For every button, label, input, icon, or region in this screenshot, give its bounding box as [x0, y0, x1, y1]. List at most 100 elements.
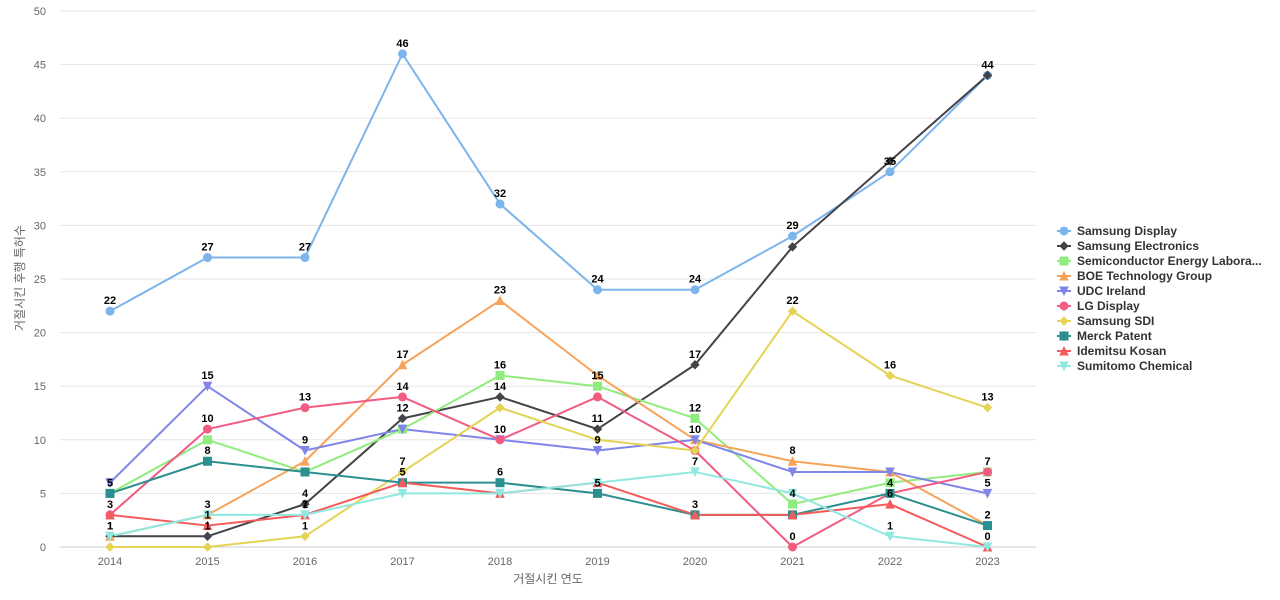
data-label: 1 — [302, 520, 308, 532]
legend-label: Sumitomo Chemical — [1077, 359, 1192, 373]
legend-label: LG Display — [1077, 299, 1140, 313]
data-label: 15 — [591, 370, 603, 382]
legend-label: Samsung Display — [1077, 224, 1177, 238]
point-udc-ireland — [982, 488, 993, 499]
series-lines — [109, 52, 989, 548]
legend-item-udc-ireland[interactable]: UDC Ireland — [1057, 284, 1146, 298]
data-label: 1 — [107, 520, 113, 532]
data-label: 10 — [689, 424, 701, 436]
point-lg-display — [593, 392, 602, 402]
series-line-sumitomo-chemical — [109, 470, 988, 548]
point-samsung-electronics — [300, 499, 310, 509]
legend-item-semiconductor-energy-labora[interactable]: Semiconductor Energy Labora... — [1057, 254, 1262, 268]
point-lg-display — [300, 403, 310, 413]
point-samsung-display — [788, 231, 797, 241]
data-label: 44 — [981, 59, 994, 71]
data-label: 5 — [107, 477, 113, 489]
point-samsung-electronics — [202, 531, 213, 541]
y-tick-label: 35 — [34, 167, 46, 179]
point-samsung-display — [690, 285, 700, 295]
point-samsung-sdi — [592, 435, 603, 445]
point-semiconductor-energy-labora — [788, 499, 797, 509]
y-tick-label: 40 — [34, 113, 46, 125]
legend-item-samsung-electronics[interactable]: Samsung Electronics — [1057, 239, 1199, 253]
legend-item-boe-technology-group[interactable]: BOE Technology Group — [1057, 269, 1212, 283]
point-udc-ireland — [592, 446, 603, 456]
data-label: 2 — [984, 510, 990, 522]
x-tick-label: 2015 — [195, 556, 219, 568]
data-label: 1 — [107, 520, 113, 532]
point-samsung-sdi — [300, 531, 310, 541]
legend-label: Merck Patent — [1077, 329, 1152, 343]
legend-item-samsung-display[interactable]: Samsung Display — [1057, 224, 1177, 238]
legend-label: UDC Ireland — [1077, 284, 1146, 298]
data-label: 22 — [104, 295, 116, 307]
point-idemitsu-kosan — [787, 509, 798, 520]
point-samsung-electronics — [885, 156, 895, 166]
point-samsung-sdi — [885, 370, 895, 381]
point-merck-patent — [203, 456, 212, 466]
data-label: 0 — [789, 531, 795, 543]
point-samsung-sdi — [690, 445, 700, 456]
point-samsung-sdi — [982, 402, 993, 413]
legend-item-samsung-sdi[interactable]: Samsung SDI — [1057, 314, 1154, 328]
point-udc-ireland — [300, 446, 310, 456]
data-label: 16 — [494, 359, 506, 371]
x-axis-title: 거절시킨 연도 — [513, 572, 583, 586]
point-lg-display — [203, 424, 212, 434]
point-udc-ireland — [787, 467, 798, 478]
legend-symbol — [1059, 301, 1069, 311]
point-lg-display — [495, 435, 505, 445]
point-merck-patent — [885, 488, 895, 498]
x-tick-label: 2022 — [878, 556, 902, 568]
point-udc-ireland — [202, 381, 213, 392]
x-axis-ticks: 2014 2015 2016 2017 2018 2019 2020 2021 2022 2023 — [98, 556, 1000, 568]
data-label: 14 — [494, 381, 507, 393]
x-tick-label: 2019 — [585, 556, 609, 568]
point-semiconductor-energy-labora — [203, 435, 212, 445]
data-label: 3 — [204, 499, 210, 511]
point-sumitomo-chemical — [885, 531, 895, 542]
point-boe-technology-group — [495, 295, 505, 305]
point-samsung-electronics — [495, 392, 505, 402]
y-tick-label: 50 — [34, 6, 46, 18]
legend-item-merck-patent[interactable]: Merck Patent — [1057, 329, 1152, 343]
y-tick-label: 15 — [34, 381, 46, 393]
point-merck-patent — [593, 488, 602, 498]
x-tick-label: 2017 — [390, 556, 414, 568]
point-udc-ireland — [690, 435, 700, 445]
data-label: 5 — [594, 477, 600, 489]
series-line-semiconductor-energy-labora — [109, 374, 988, 506]
point-sumitomo-chemical — [105, 531, 115, 542]
legend-item-sumitomo-chemical[interactable]: Sumitomo Chemical — [1057, 359, 1192, 373]
series-line-samsung-sdi — [110, 310, 988, 548]
y-axis-title: 거절시킨 후행 특허수 — [12, 225, 27, 331]
y-tick-label: 30 — [34, 220, 46, 232]
point-samsung-display — [593, 285, 602, 295]
y-tick-label: 5 — [40, 488, 46, 500]
data-label: 3 — [107, 499, 113, 511]
data-label: 4 — [789, 488, 796, 500]
point-lg-display — [398, 392, 407, 402]
legend-item-idemitsu-kosan[interactable]: Idemitsu Kosan — [1057, 344, 1166, 358]
point-boe-technology-group — [592, 370, 603, 380]
data-label: 8 — [204, 445, 210, 457]
legend-symbol — [1059, 361, 1069, 372]
x-tick-label: 2018 — [488, 556, 512, 568]
legend-symbol — [1059, 331, 1069, 341]
legend-item-lg-display[interactable]: LG Display — [1057, 299, 1140, 313]
data-label: 27 — [299, 242, 311, 254]
data-label: 7 — [984, 456, 990, 468]
point-boe-technology-group — [397, 359, 408, 370]
point-samsung-display — [300, 253, 310, 263]
point-lg-display — [788, 542, 797, 552]
y-tick-label: 20 — [34, 328, 46, 340]
legend-label: Semiconductor Energy Labora... — [1077, 254, 1262, 268]
y-tick-label: 45 — [34, 60, 46, 72]
point-samsung-sdi — [202, 542, 213, 552]
point-sumitomo-chemical — [690, 467, 700, 478]
data-label: 24 — [591, 274, 604, 286]
point-boe-technology-group — [300, 456, 310, 466]
y-tick-label: 25 — [34, 274, 46, 286]
